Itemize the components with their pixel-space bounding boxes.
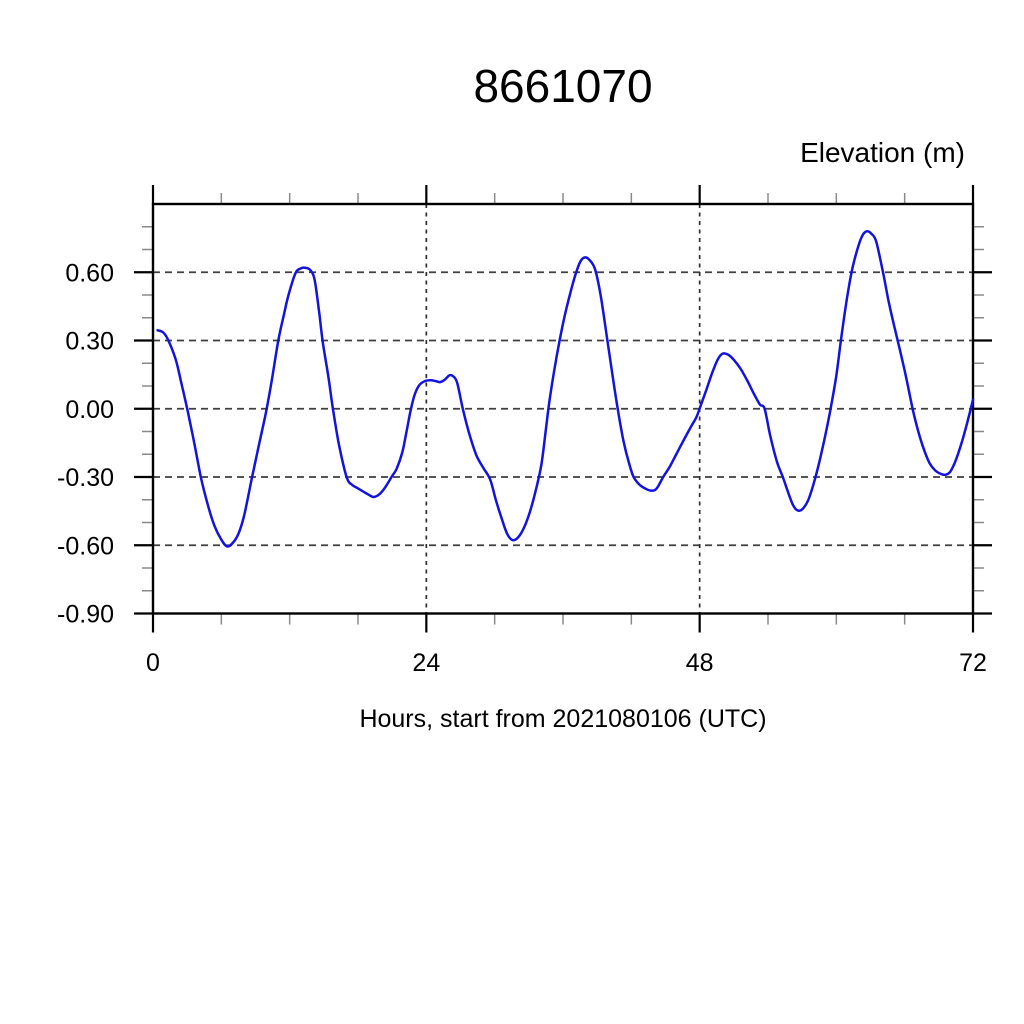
y-tick-label: 0.30 xyxy=(65,328,114,356)
y-tick-label: 0.60 xyxy=(65,259,114,287)
x-tick-label: 48 xyxy=(686,649,714,677)
y-tick-label: -0.90 xyxy=(57,601,114,629)
y-axis-units-label: Elevation (m) xyxy=(800,137,965,168)
chart-title: 8661070 xyxy=(473,60,653,112)
x-tick-label: 0 xyxy=(146,649,160,677)
plot-frame xyxy=(151,202,975,615)
y-tick-label: -0.60 xyxy=(57,532,114,560)
y-tick-label: -0.30 xyxy=(57,464,114,492)
x-tick-label: 72 xyxy=(959,649,987,677)
y-tick-label: 0.00 xyxy=(65,396,114,424)
elevation-curve xyxy=(156,230,975,548)
x-axis-title: Hours, start from 2021080106 (UTC) xyxy=(359,705,767,733)
x-tick-label: 24 xyxy=(412,649,440,677)
